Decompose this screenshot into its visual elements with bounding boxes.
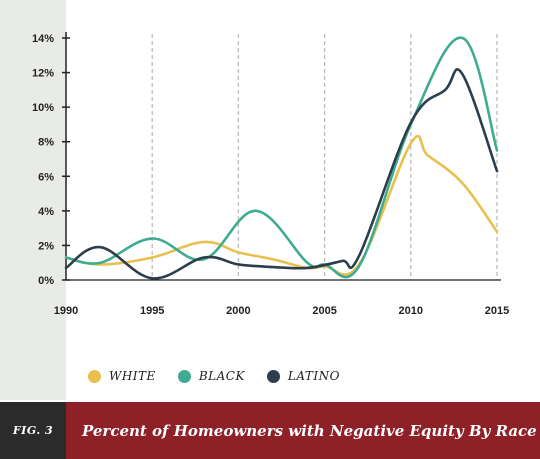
legend-item-white: WHITE: [88, 369, 156, 383]
legend-swatch-latino: [266, 369, 280, 383]
y-tick-label: 2%: [38, 240, 54, 252]
x-tick-labels: 1990 1995 2000 2005 2010 2015: [54, 305, 509, 317]
x-tick-label: 2015: [485, 305, 509, 317]
x-tick-label: 1990: [54, 305, 78, 317]
x-tick-label: 2005: [312, 305, 336, 317]
legend-item-black: BLACK: [177, 369, 245, 383]
x-tick-label: 2000: [226, 305, 250, 317]
y-tick-labels: 0% 2% 4% 6% 8% 10% 12% 14%: [32, 33, 54, 287]
legend-swatch-black: [177, 369, 191, 383]
series-line-white: [64, 134, 499, 276]
line-chart: 0% 2% 4% 6% 8% 10% 12% 14% 1990 1995 2000 2005 2010…: [32, 32, 509, 317]
y-tick-label: 0%: [38, 275, 54, 287]
legend-swatch-white: [88, 369, 101, 383]
chart-side-band: [0, 0, 66, 400]
y-tick-label: 12%: [32, 68, 54, 80]
x-tick-label: 2010: [399, 305, 423, 317]
legend-item-latino: LATINO: [266, 369, 340, 383]
chart-title: Percent of Homeowners with Negative Equi…: [66, 402, 540, 459]
chart-legend: WHITE BLACK LATINO: [88, 366, 340, 386]
legend-label-black: BLACK: [198, 369, 245, 383]
axes: [62, 32, 501, 281]
y-tick-label: 10%: [32, 102, 54, 114]
y-tick-label: 4%: [38, 206, 54, 218]
legend-label-white: WHITE: [109, 369, 156, 383]
figure-number: FIG. 3: [0, 402, 66, 459]
x-tick-label: 1995: [140, 305, 164, 317]
y-tick-label: 8%: [38, 137, 54, 149]
y-tick-label: 6%: [38, 171, 54, 183]
series-lines: [64, 36, 499, 280]
legend-label-latino: LATINO: [287, 369, 340, 383]
figure-caption: FIG. 3 Percent of Homeowners with Negati…: [0, 402, 540, 459]
y-tick-label: 14%: [32, 33, 54, 45]
series-line-latino: [64, 68, 499, 280]
